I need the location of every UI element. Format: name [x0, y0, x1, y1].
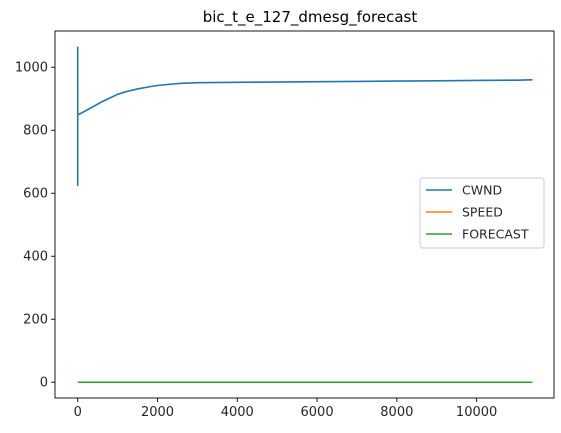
y-tick-label-0: 0 — [40, 376, 48, 391]
y-tick-label-4: 800 — [23, 124, 48, 139]
x-tick-label-3: 6000 — [301, 405, 334, 420]
legend-label-forecast: FORECAST — [462, 227, 529, 242]
chart-title: bic_t_e_127_dmesg_forecast — [203, 8, 418, 27]
x-tick-label-4: 8000 — [380, 405, 413, 420]
x-tick-label-5: 10000 — [456, 405, 497, 420]
legend-label-cwnd: CWND — [462, 183, 502, 198]
y-tick-label-5: 1000 — [15, 61, 48, 76]
series-line-cwnd — [78, 47, 533, 186]
x-tick-label-2: 4000 — [221, 405, 254, 420]
legend-label-speed: SPEED — [462, 205, 503, 220]
y-tick-label-1: 200 — [23, 313, 48, 328]
x-tick-label-1: 2000 — [141, 405, 174, 420]
y-tick-label-2: 400 — [23, 250, 48, 265]
legend: CWND SPEED FORECAST — [420, 178, 544, 248]
x-tick-label-0: 0 — [74, 405, 82, 420]
y-tick-label-3: 600 — [23, 187, 48, 202]
